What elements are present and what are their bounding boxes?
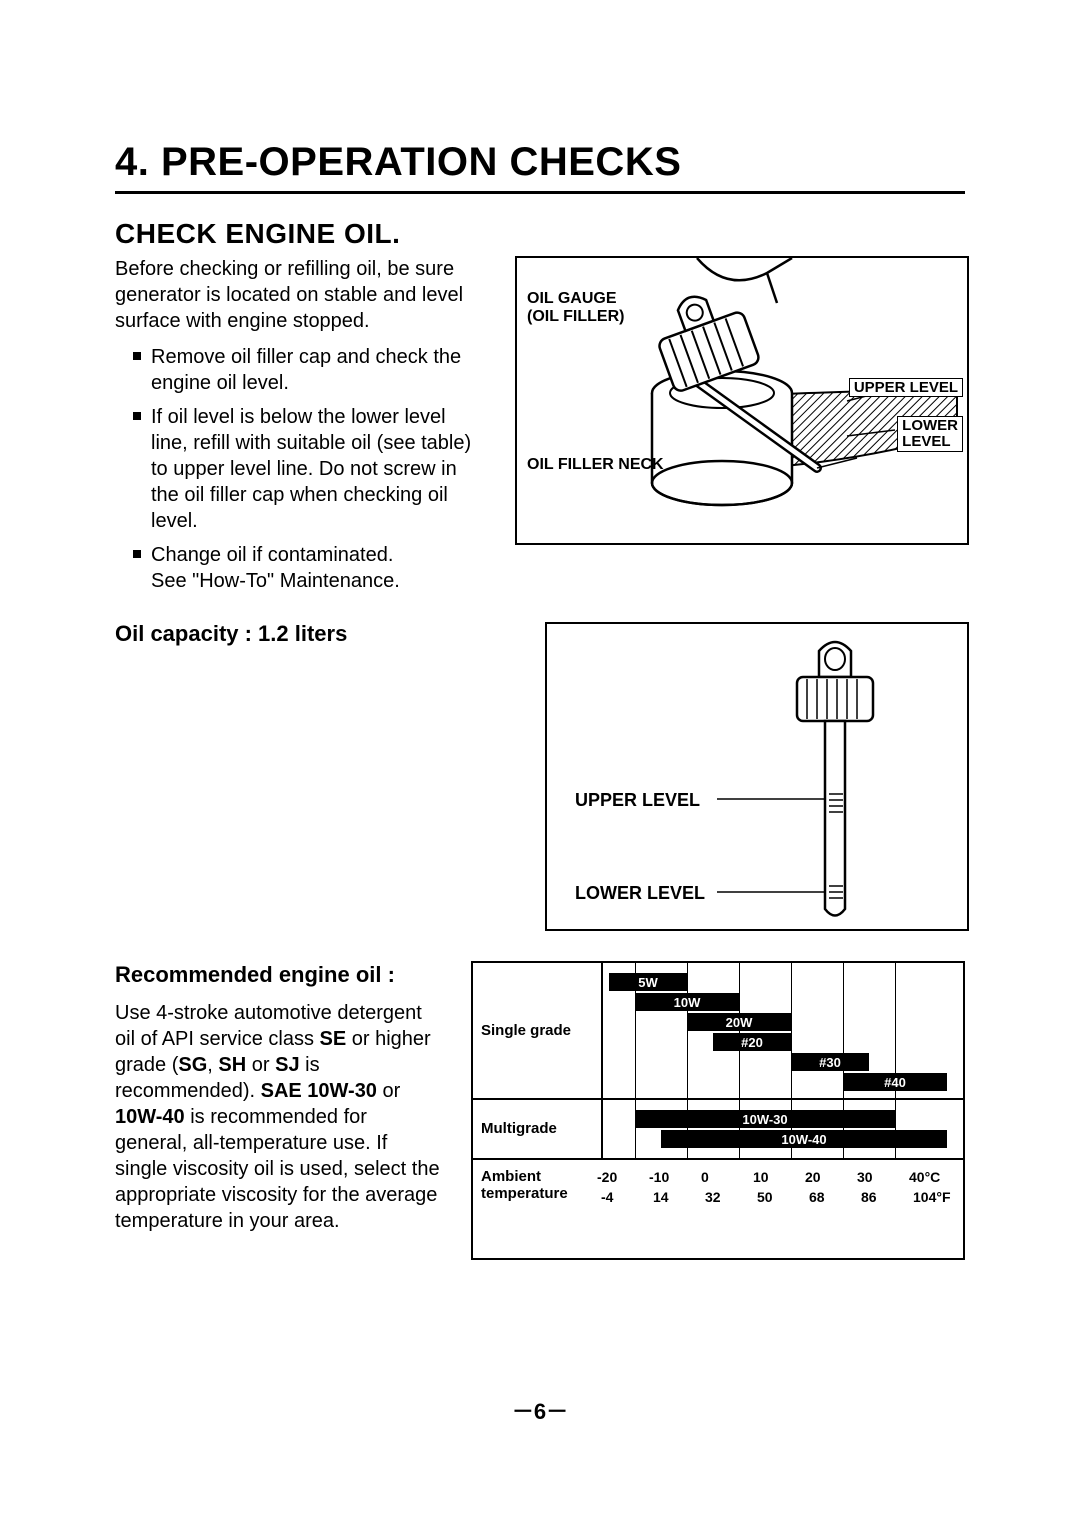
title-rule bbox=[115, 191, 965, 194]
chart-temp-f: 86 bbox=[861, 1189, 877, 1205]
capacity-heading: Oil capacity : 1.2 liters bbox=[115, 620, 485, 649]
chart-bar: 10W-40 bbox=[661, 1130, 947, 1148]
bullet-item: Change oil if contaminated. See "How-To"… bbox=[133, 542, 485, 594]
chart-bar: 20W bbox=[687, 1013, 791, 1031]
figure-oil-filler: OIL GAUGE(OIL FILLER) UPPER LEVEL LOWERL… bbox=[515, 256, 969, 545]
bullet-item: Remove oil filler cap and check the engi… bbox=[133, 344, 485, 396]
bullet-list: Remove oil filler cap and check the engi… bbox=[133, 344, 485, 594]
chart-temp-f: -4 bbox=[601, 1189, 613, 1205]
chart-bar: 5W bbox=[609, 973, 687, 991]
recommended-heading: Recommended engine oil : bbox=[115, 961, 441, 990]
chart-temp-c: 30 bbox=[857, 1169, 873, 1185]
chart-temp-c: 0 bbox=[701, 1169, 709, 1185]
chart-temp-f: 14 bbox=[653, 1189, 669, 1205]
chart-temp-f: 32 bbox=[705, 1189, 721, 1205]
intro-text: Before checking or refilling oil, be sur… bbox=[115, 256, 485, 334]
bullet-item: If oil level is below the lower level li… bbox=[133, 404, 485, 534]
chart-row-multi: Multigrade bbox=[473, 1098, 603, 1158]
label-upper-level: UPPER LEVEL bbox=[575, 791, 700, 811]
chart-temp-c: 40°C bbox=[909, 1169, 940, 1185]
oil-viscosity-chart: Single grade Multigrade Ambienttemperatu… bbox=[471, 961, 965, 1260]
chart-bar: 10W bbox=[635, 993, 739, 1011]
label-filler-neck: OIL FILLER NECK bbox=[527, 456, 664, 474]
chart-bar: #20 bbox=[713, 1033, 791, 1051]
label-lower-level: LOWERLEVEL bbox=[897, 416, 963, 452]
page-number: －6－ bbox=[0, 1394, 1080, 1426]
label-lower-level: LOWER LEVEL bbox=[575, 884, 705, 904]
chart-bar: #30 bbox=[791, 1053, 869, 1071]
chart-temp-c: -10 bbox=[649, 1169, 669, 1185]
chart-bar: #40 bbox=[843, 1073, 947, 1091]
label-upper-level: UPPER LEVEL bbox=[849, 378, 963, 397]
chart-temp-f: 50 bbox=[757, 1189, 773, 1205]
chart-temp-c: 20 bbox=[805, 1169, 821, 1185]
chart-row-single: Single grade bbox=[473, 963, 603, 1098]
label-oil-gauge: OIL GAUGE(OIL FILLER) bbox=[527, 290, 624, 325]
chart-temp-c: -20 bbox=[597, 1169, 617, 1185]
chart-temp-c: 10 bbox=[753, 1169, 769, 1185]
recommended-text: Use 4-stroke automotive detergent oil of… bbox=[115, 1000, 441, 1234]
chart-temp-f: 68 bbox=[809, 1189, 825, 1205]
chart-temp-f: 104°F bbox=[913, 1189, 951, 1205]
chart-bar: 10W-30 bbox=[635, 1110, 895, 1128]
figure-dipstick: UPPER LEVEL LOWER LEVEL bbox=[545, 622, 969, 931]
page-title: 4. PRE-OPERATION CHECKS bbox=[115, 140, 965, 185]
chart-row-ambient: Ambienttemperature bbox=[473, 1158, 601, 1268]
section-heading: CHECK ENGINE OIL. bbox=[115, 218, 965, 250]
